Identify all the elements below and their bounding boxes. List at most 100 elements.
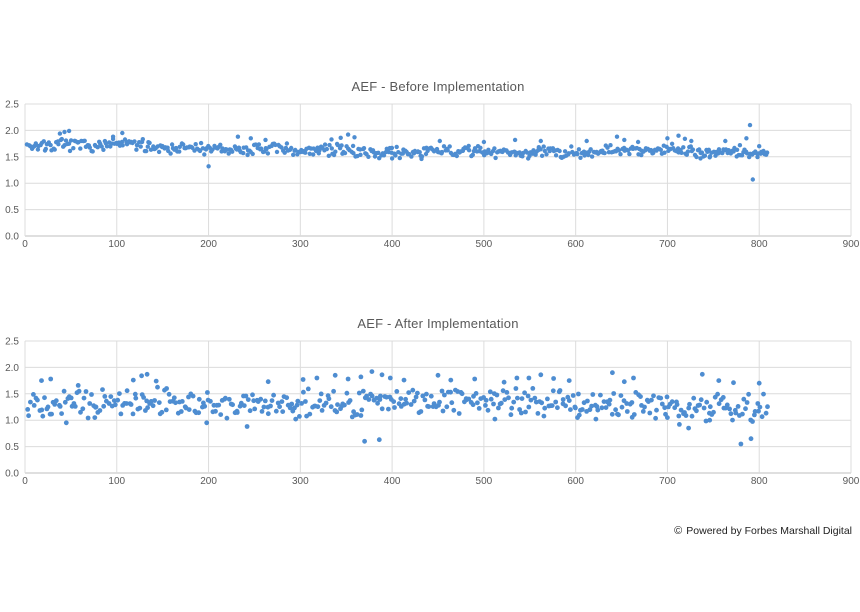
scatter-point [284, 141, 290, 146]
scatter-point [419, 156, 424, 162]
scatter-point [437, 399, 442, 405]
scatter-point [241, 403, 247, 408]
scatter-point [448, 389, 453, 395]
scatter-point [332, 372, 338, 378]
scatter-point [66, 141, 72, 146]
scatter-point [566, 378, 572, 383]
scatter-point [752, 409, 758, 414]
scatter-point [178, 409, 184, 414]
scatter-point [117, 391, 122, 396]
scatter-point [702, 153, 708, 158]
scatter-point [369, 393, 375, 399]
scatter-point [324, 146, 329, 152]
scatter-point [57, 131, 63, 136]
scatter-point [134, 147, 139, 152]
scatter-point [52, 402, 58, 407]
footer-text: Powered by Forbes Marshall Digital [686, 525, 852, 537]
scatter-point [435, 372, 441, 378]
scatter-point [690, 147, 696, 152]
scatter-point [119, 139, 125, 145]
y-tick-label: 2.5 [5, 100, 19, 111]
scatter-point [420, 393, 426, 399]
scatter-point [483, 397, 489, 403]
scatter-point [415, 390, 420, 396]
scatter-point [39, 407, 45, 413]
scatter-point [638, 394, 643, 399]
scatter-point [319, 408, 325, 413]
scatter-point [334, 409, 340, 415]
scatter-point [258, 146, 264, 151]
scatter-point [568, 407, 573, 412]
scatter-point [694, 154, 699, 160]
scatter-point [744, 400, 750, 405]
scatter-point [483, 403, 488, 408]
scatter-point [539, 400, 545, 406]
scatter-point [208, 398, 213, 404]
scatter-point [145, 144, 150, 149]
scatter-point [586, 152, 591, 158]
scatter-point [488, 396, 494, 402]
scatter-point [49, 411, 54, 417]
scatter-point [524, 150, 530, 155]
scatter-point [315, 404, 321, 410]
scatter-point [95, 145, 100, 150]
scatter-point [733, 410, 739, 416]
scatter-point [756, 380, 762, 386]
scatter-point [261, 404, 267, 410]
scatter-point [110, 134, 116, 139]
scatter-point [256, 142, 262, 147]
scatter-point [481, 139, 487, 145]
scatter-point [150, 403, 156, 409]
scatter-point [97, 408, 103, 413]
scatter-point [757, 404, 763, 410]
scatter-point [635, 139, 641, 145]
scatter-point [62, 399, 68, 405]
scatter-point [763, 410, 769, 416]
scatter-point [245, 152, 250, 158]
x-tick-label: 100 [108, 239, 125, 250]
y-tick-label: 2.0 [5, 126, 19, 137]
scatter-point [218, 142, 223, 147]
scatter-point [205, 390, 210, 395]
scatter-point [250, 151, 255, 157]
scatter-point [711, 409, 716, 415]
scatter-point [387, 375, 393, 381]
scatter-point [410, 387, 416, 393]
scatter-point [647, 410, 653, 416]
footer-attribution: © Powered by Forbes Marshall Digital [674, 525, 852, 537]
x-tick-label: 700 [659, 239, 676, 250]
scatter-point [177, 149, 182, 154]
scatter-point [347, 398, 353, 403]
scatter-point [618, 393, 624, 398]
scatter-point [621, 379, 627, 385]
x-tick-label: 400 [384, 239, 401, 250]
scatter-point [755, 154, 760, 160]
scatter-point [538, 138, 543, 144]
scatter-point [297, 414, 302, 419]
scatter-point [394, 389, 400, 394]
scatter-point [731, 149, 736, 154]
scatter-point [735, 404, 741, 409]
scatter-point [494, 392, 500, 398]
scatter-point [202, 152, 207, 157]
scatter-point [689, 413, 695, 419]
scatter-point [639, 152, 644, 158]
scatter-point [588, 147, 593, 152]
scatter-point [329, 137, 334, 142]
scatter-point [578, 155, 583, 160]
scatter-point [391, 399, 397, 404]
scatter-point [466, 396, 472, 402]
scatter-point [196, 410, 202, 416]
scatter-point [144, 371, 150, 377]
y-tick-label: 2.0 [5, 363, 19, 374]
scatter-point [159, 409, 165, 415]
scatter-points [25, 369, 770, 447]
scatter-point [677, 422, 682, 427]
scatter-point [389, 145, 395, 151]
scatter-point [392, 405, 397, 410]
scatter-point [335, 402, 340, 407]
scatter-point [265, 151, 271, 156]
scatter-point [82, 138, 87, 143]
scatter-point [404, 400, 409, 406]
scatter-point [602, 150, 607, 156]
